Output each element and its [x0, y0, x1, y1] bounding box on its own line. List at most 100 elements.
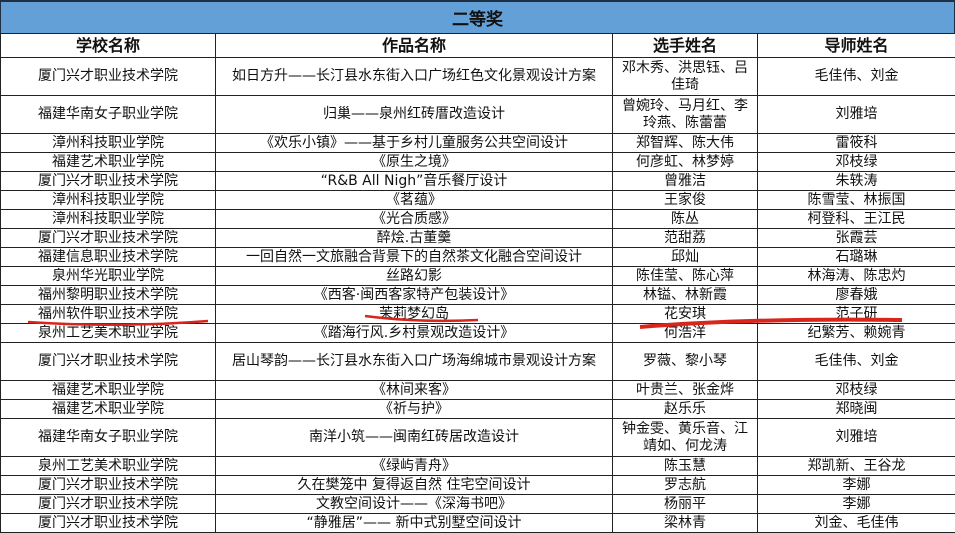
cell-mentors: 张霞芸 [757, 228, 955, 248]
cell-work: 茉莉梦幻岛 [215, 304, 613, 324]
cell-school: 福州软件职业技术学院 [0, 304, 216, 324]
cell-work: 《茗蕴》 [215, 190, 613, 210]
cell-school: 厦门兴才职业技术学院 [0, 513, 216, 533]
table-row: 福建信息职业技术学院 一回自然一文旅融合背景下的自然茶文化融合空间设计 邱灿 石璐琳 [0, 247, 955, 267]
cell-work: 《林间来客》 [215, 380, 613, 400]
cell-school: 福州黎明职业技术学院 [0, 285, 216, 305]
cell-mentors: 郑凯新、王谷龙 [757, 456, 955, 476]
cell-students: 陈玉慧 [612, 456, 758, 476]
cell-students: 陈佳莹、陈心萍 [612, 266, 758, 286]
table-row: 泉州华光职业学院 丝路幻影 陈佳莹、陈心萍 林海涛、陈忠灼 [0, 266, 955, 286]
cell-mentors: 林海涛、陈忠灼 [757, 266, 955, 286]
cell-students: 罗薇、黎小琴 [612, 342, 758, 381]
cell-school: 泉州华光职业学院 [0, 266, 216, 286]
cell-mentors: 朱轶涛 [757, 171, 955, 191]
cell-work: “R&B All Nigh”音乐餐厅设计 [215, 171, 613, 191]
table-row: 漳州科技职业学院 《欢乐小镇》——基于乡村儿童服务公共空间设计 郑智辉、陈大伟 雷筱科 [0, 133, 955, 153]
cell-mentors: 纪繁芳、赖婉青 [757, 323, 955, 343]
cell-students: 邱灿 [612, 247, 758, 267]
cell-school: 厦门兴才职业技术学院 [0, 171, 216, 191]
cell-work: 南洋小筑——闽南红砖居改造设计 [215, 418, 613, 457]
cell-school: 泉州工艺美术职业学院 [0, 456, 216, 476]
table-row: 厦门兴才职业技术学院 “静雅居”—— 新中式别墅空间设计 梁林青 刘金、毛佳伟 [0, 513, 955, 533]
cell-work: 《原生之境》 [215, 152, 613, 172]
cell-students: 曾婉玲、马月红、李玲燕、陈蕾蕾 [612, 95, 758, 134]
cell-mentors: 廖春娥 [757, 285, 955, 305]
cell-students: 梁林青 [612, 513, 758, 533]
cell-work: 居山琴韵——长汀县水东街入口广场海绵城市景观设计方案 [215, 342, 613, 381]
table-row: 福建艺术职业学院 《林间来客》 叶贵兰、张金烨 邓枝绿 [0, 380, 955, 400]
cell-students: 叶贵兰、张金烨 [612, 380, 758, 400]
cell-students: 花安琪 [612, 304, 758, 324]
cell-students: 陈丛 [612, 209, 758, 229]
table-row: 泉州工艺美术职业学院 《踏海行风.乡村景观改造设计》 何浩洋 纪繁芳、赖婉青 [0, 323, 955, 343]
cell-work: 久在樊笼中 复得返自然 住宅空间设计 [215, 475, 613, 495]
cell-work: 《绿屿青舟》 [215, 456, 613, 476]
cell-work: 一回自然一文旅融合背景下的自然茶文化融合空间设计 [215, 247, 613, 267]
table-row: 厦门兴才职业技术学院 居山琴韵——长汀县水东街入口广场海绵城市景观设计方案 罗薇、黎… [0, 342, 955, 381]
cell-students: 曾雅洁 [612, 171, 758, 191]
cell-school: 福建艺术职业学院 [0, 399, 216, 419]
cell-mentors: 雷筱科 [757, 133, 955, 153]
cell-students: 郑智辉、陈大伟 [612, 133, 758, 153]
table-row: 漳州科技职业学院 《茗蕴》 王家俊 陈雪莹、林振国 [0, 190, 955, 210]
table-row: 泉州工艺美术职业学院 《绿屿青舟》 陈玉慧 郑凯新、王谷龙 [0, 456, 955, 476]
cell-school: 厦门兴才职业技术学院 [0, 228, 216, 248]
cell-work: 《光合质感》 [215, 209, 613, 229]
header-row: 学校名称 作品名称 选手姓名 导师姓名 [0, 33, 955, 58]
cell-students: 何浩洋 [612, 323, 758, 343]
cell-work: 《欢乐小镇》——基于乡村儿童服务公共空间设计 [215, 133, 613, 153]
cell-work: 醉烩.古董羹 [215, 228, 613, 248]
table-row: 福建艺术职业学院 《祈与护》 赵乐乐 郑晓闽 [0, 399, 955, 419]
cell-mentors: 石璐琳 [757, 247, 955, 267]
cell-school: 福建信息职业技术学院 [0, 247, 216, 267]
cell-students: 赵乐乐 [612, 399, 758, 419]
cell-school: 厦门兴才职业技术学院 [0, 494, 216, 514]
table-row: 福建华南女子职业学院 归巢——泉州红砖厝改造设计 曾婉玲、马月红、李玲燕、陈蕾蕾 刘雅… [0, 95, 955, 134]
cell-work: 归巢——泉州红砖厝改造设计 [215, 95, 613, 134]
cell-school: 厦门兴才职业技术学院 [0, 57, 216, 96]
cell-mentors: 邓枝绿 [757, 152, 955, 172]
header-school: 学校名称 [0, 33, 216, 58]
cell-students: 钟金雯、黄乐音、江靖如、何龙涛 [612, 418, 758, 457]
cell-mentors: 邓枝绿 [757, 380, 955, 400]
cell-mentors: 刘金、毛佳伟 [757, 513, 955, 533]
table-title: 二等奖 [0, 0, 955, 34]
cell-mentors: 陈雪莹、林振国 [757, 190, 955, 210]
cell-students: 范甜荔 [612, 228, 758, 248]
cell-students: 罗志航 [612, 475, 758, 495]
cell-mentors: 柯登科、王江民 [757, 209, 955, 229]
table-row: 福州软件职业技术学院 茉莉梦幻岛 花安琪 范子研 [0, 304, 955, 324]
table-row: 福州黎明职业技术学院 《西客·闽西客家特产包装设计》 林镒、林新霞 廖春娥 [0, 285, 955, 305]
cell-mentors: 毛佳伟、刘金 [757, 57, 955, 96]
cell-school: 漳州科技职业学院 [0, 209, 216, 229]
cell-school: 漳州科技职业学院 [0, 190, 216, 210]
cell-mentors: 刘雅培 [757, 418, 955, 457]
table-row: 厦门兴才职业技术学院 久在樊笼中 复得返自然 住宅空间设计 罗志航 李娜 [0, 475, 955, 495]
cell-school: 泉州工艺美术职业学院 [0, 323, 216, 343]
table-row: 厦门兴才职业技术学院 如日方升——长汀县水东街入口广场红色文化景观设计方案 邓木秀、… [0, 57, 955, 96]
cell-school: 漳州科技职业学院 [0, 133, 216, 153]
table-row: 厦门兴才职业技术学院 “R&B All Nigh”音乐餐厅设计 曾雅洁 朱轶涛 [0, 171, 955, 191]
cell-students: 何彦虹、林梦婷 [612, 152, 758, 172]
cell-students: 杨丽平 [612, 494, 758, 514]
cell-work: 如日方升——长汀县水东街入口广场红色文化景观设计方案 [215, 57, 613, 96]
cell-mentors: 李娜 [757, 494, 955, 514]
cell-mentors: 李娜 [757, 475, 955, 495]
cell-mentors: 范子研 [757, 304, 955, 324]
cell-work: 丝路幻影 [215, 266, 613, 286]
cell-school: 福建艺术职业学院 [0, 380, 216, 400]
cell-mentors: 毛佳伟、刘金 [757, 342, 955, 381]
cell-work: 《西客·闽西客家特产包装设计》 [215, 285, 613, 305]
cell-school: 福建华南女子职业学院 [0, 418, 216, 457]
award-table: 学校名称 作品名称 选手姓名 导师姓名 厦门兴才职业技术学院 如日方升——长汀县水… [0, 33, 955, 533]
cell-work: 《踏海行风.乡村景观改造设计》 [215, 323, 613, 343]
table-row: 福建艺术职业学院 《原生之境》 何彦虹、林梦婷 邓枝绿 [0, 152, 955, 172]
cell-work: 文教空间设计——《深海书吧》 [215, 494, 613, 514]
header-work: 作品名称 [215, 33, 613, 58]
header-mentor: 导师姓名 [757, 33, 955, 58]
table-row: 厦门兴才职业技术学院 醉烩.古董羹 范甜荔 张霞芸 [0, 228, 955, 248]
cell-mentors: 刘雅培 [757, 95, 955, 134]
cell-students: 林镒、林新霞 [612, 285, 758, 305]
table-row: 厦门兴才职业技术学院 文教空间设计——《深海书吧》 杨丽平 李娜 [0, 494, 955, 514]
